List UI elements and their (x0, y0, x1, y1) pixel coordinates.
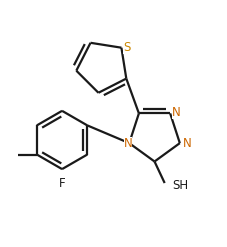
Text: N: N (182, 137, 190, 150)
Text: S: S (123, 41, 130, 54)
Text: SH: SH (171, 179, 187, 192)
Text: F: F (59, 177, 65, 189)
Text: N: N (123, 137, 132, 150)
Text: N: N (171, 106, 180, 119)
